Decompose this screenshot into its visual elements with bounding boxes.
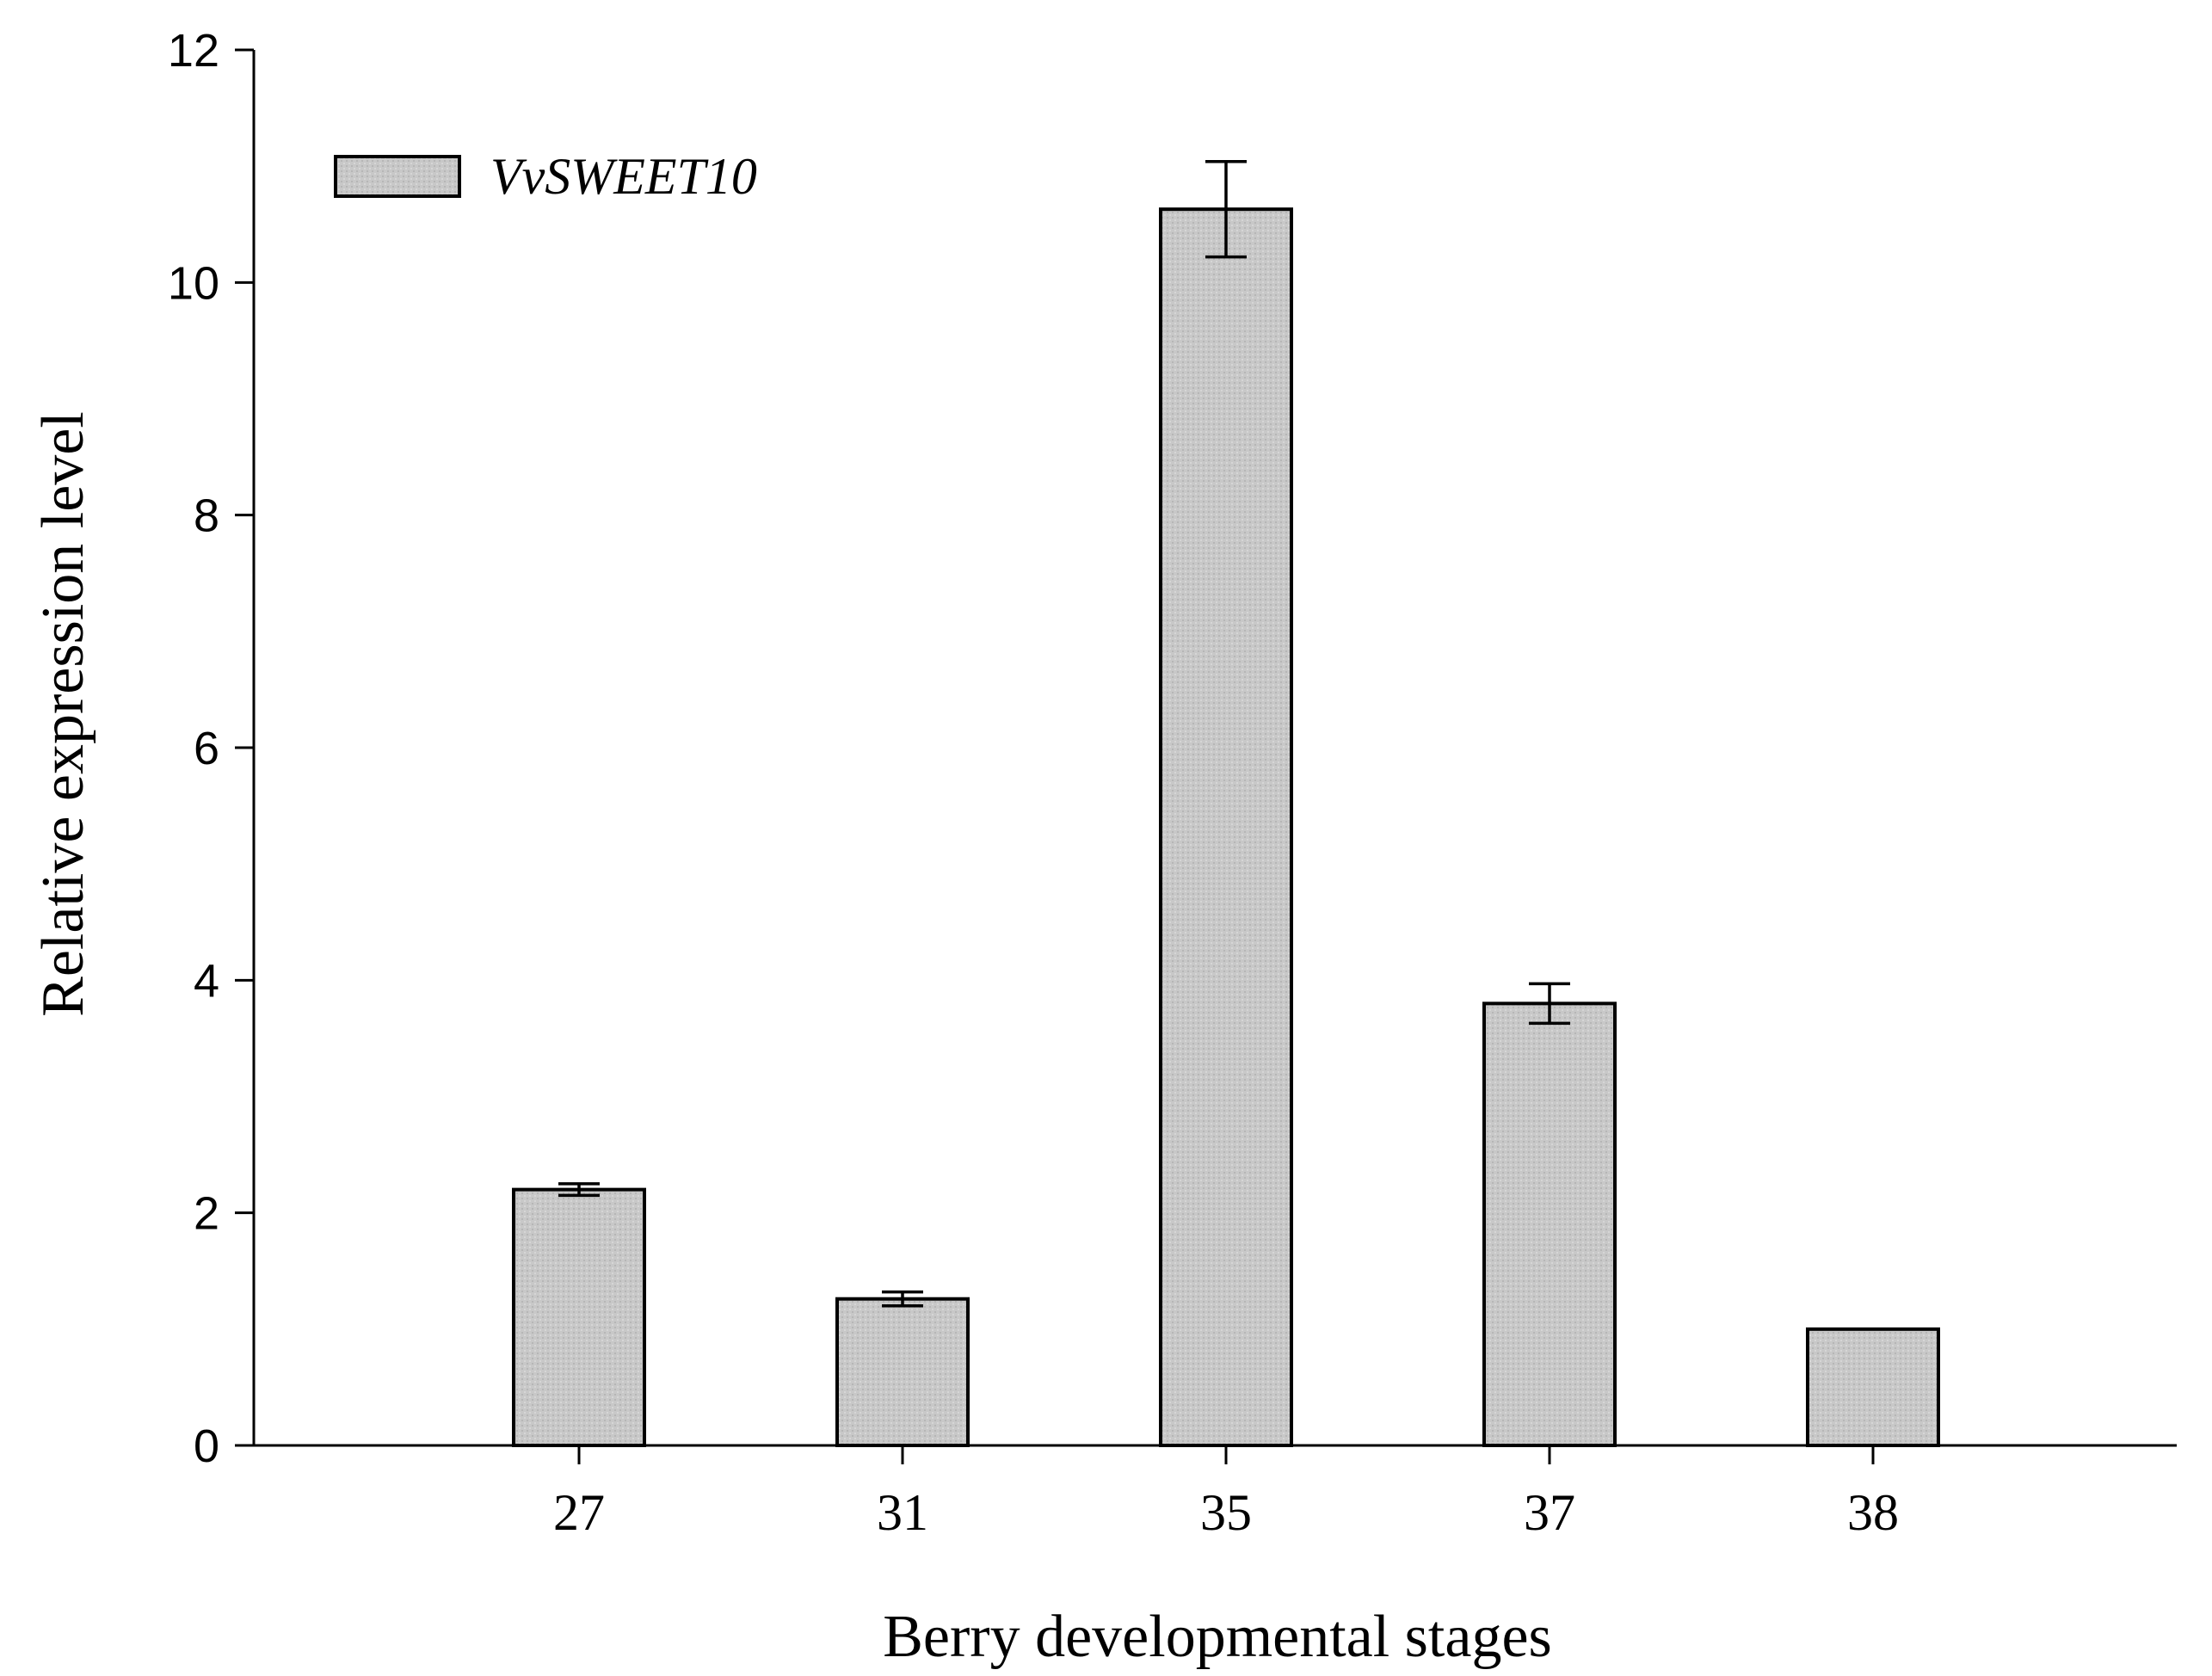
x-axis-ticks: 27 31 35 37 38 xyxy=(553,1445,1899,1541)
y-tick-label: 8 xyxy=(194,490,219,542)
bar-27 xyxy=(512,1187,646,1447)
y-tick-label: 2 xyxy=(194,1188,219,1240)
bar-31 xyxy=(835,1297,970,1447)
y-tick-label: 4 xyxy=(194,955,219,1007)
x-tick-label: 38 xyxy=(1847,1484,1899,1541)
error-bars xyxy=(558,160,1570,1308)
x-axis-title: Berry developmental stages xyxy=(883,1604,1552,1670)
x-tick-label: 31 xyxy=(877,1484,928,1541)
y-tick-label: 12 xyxy=(168,25,219,77)
y-tick-label: 10 xyxy=(168,257,219,309)
y-tick-label: 6 xyxy=(194,723,219,774)
bar-37 xyxy=(1482,1001,1617,1448)
bar-35 xyxy=(1159,207,1293,1447)
bars xyxy=(512,207,1940,1448)
x-tick-label: 27 xyxy=(553,1484,605,1541)
y-axis-title: Relative expression level xyxy=(30,411,96,1017)
x-tick-label: 37 xyxy=(1524,1484,1575,1541)
y-axis-ticks: 0 2 4 6 8 10 12 xyxy=(168,25,254,1472)
legend-label: VvSWEET10 xyxy=(490,148,757,205)
legend: VvSWEET10 xyxy=(334,148,757,205)
y-tick-label: 0 xyxy=(194,1420,219,1472)
x-tick-label: 35 xyxy=(1200,1484,1252,1541)
bar-38 xyxy=(1806,1327,1940,1448)
legend-swatch xyxy=(334,155,461,198)
